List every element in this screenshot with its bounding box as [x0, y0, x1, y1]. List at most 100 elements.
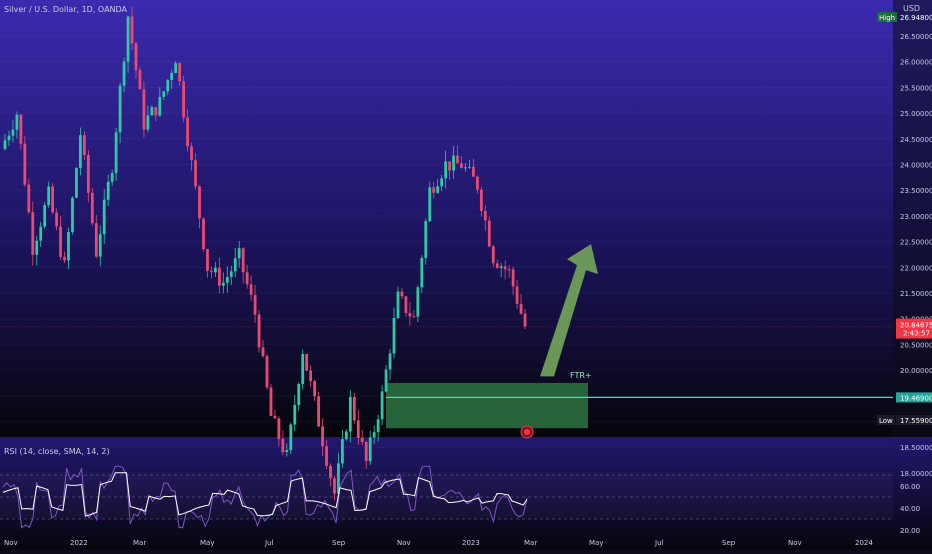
candle-body — [194, 160, 197, 187]
candle-body — [281, 438, 285, 453]
candle-body — [368, 437, 372, 462]
projection-arrow-shape — [540, 244, 598, 377]
candle-body — [130, 16, 134, 44]
time-tick-label: Jul — [264, 539, 274, 547]
candle-body — [396, 291, 400, 318]
chart-title: Silver / U.S. Dollar, 1D, OANDA — [4, 5, 128, 14]
time-tick-label: Mar — [133, 539, 146, 547]
candle-body — [376, 419, 380, 433]
candle-body — [178, 63, 182, 82]
candle-body — [102, 199, 106, 235]
candle-body — [174, 63, 178, 73]
demand-zone-box — [386, 382, 588, 429]
countdown-value: 2:43:57 — [903, 330, 930, 338]
candle-body — [337, 463, 340, 494]
candle-body — [293, 405, 297, 425]
candle-body — [166, 79, 170, 92]
time-tick-label: Nov — [4, 539, 18, 547]
candle-body — [408, 313, 412, 317]
candle-body — [428, 187, 432, 222]
candle-body — [229, 271, 233, 278]
candle-body — [134, 43, 138, 70]
candle-body — [412, 316, 416, 318]
candle-body — [420, 257, 424, 288]
time-tick-label: May — [589, 539, 603, 547]
price-tick-label: 20.50000 — [900, 341, 932, 349]
candle-body — [19, 114, 23, 144]
price-tick-label: 25.00000 — [900, 110, 932, 118]
candle-body — [416, 287, 420, 317]
demand-zone: FTR+ — [386, 371, 893, 429]
low-label: Low — [879, 417, 893, 425]
rsi-tick-label: 60.00 — [900, 483, 920, 491]
candle-body — [94, 223, 98, 257]
candle-body — [491, 246, 495, 264]
candle-body — [424, 221, 428, 258]
candle-body — [190, 146, 193, 161]
candle-body — [475, 176, 479, 190]
candle-body — [341, 439, 344, 464]
candle-body — [444, 161, 448, 179]
candle-body — [305, 354, 309, 371]
candle-body — [138, 69, 142, 90]
low-value: 17.55900 — [900, 417, 932, 425]
price-axis-panel — [893, 0, 932, 437]
candle-body — [507, 269, 511, 271]
axes: 26.50000 26.00000 25.50000 25.00000 24.50000… — [4, 0, 932, 547]
price-tick-label: 18.00000 — [900, 470, 932, 478]
candle-body — [364, 441, 368, 462]
candle-body — [253, 294, 257, 315]
high-value: 26.94800 — [900, 14, 932, 22]
candle-body — [317, 396, 320, 427]
candle-body — [348, 396, 352, 432]
candle-body — [448, 161, 451, 171]
zone-price-tag — [896, 392, 932, 403]
currency-label: USD — [903, 4, 921, 13]
candle-body — [86, 155, 90, 193]
candle-body — [372, 432, 376, 438]
candle-body — [404, 296, 408, 314]
candle-body — [71, 197, 74, 233]
time-tick-label: Sep — [332, 539, 346, 547]
rsi-tick-label: 40.00 — [900, 505, 920, 513]
candle-body — [333, 478, 336, 494]
price-pane-background — [0, 0, 932, 437]
candle-body — [98, 234, 102, 257]
candle-body — [257, 314, 261, 348]
price-tick-label: 26.00000 — [900, 59, 932, 67]
price-tick-label: 24.50000 — [900, 136, 932, 144]
candle-body — [67, 232, 70, 261]
candle-body — [110, 173, 114, 182]
candle-body — [277, 418, 281, 439]
candle-body — [356, 420, 360, 438]
high-badge — [877, 12, 897, 22]
candle-body — [7, 135, 11, 141]
candle-body — [206, 249, 209, 271]
candle-body — [495, 263, 499, 268]
candle-body — [436, 186, 440, 193]
candle-body — [360, 437, 364, 442]
candle-body — [31, 212, 35, 255]
time-tick-label: Sep — [722, 539, 736, 547]
low-badge — [877, 415, 895, 425]
time-tick-label: 2023 — [462, 539, 480, 547]
candle-body — [265, 356, 269, 388]
candle-body — [11, 129, 15, 136]
time-tick-label: May — [200, 539, 214, 547]
rsi-pane-background — [0, 437, 932, 550]
candle-body — [289, 424, 293, 451]
candle-body — [162, 91, 166, 97]
candle-body — [309, 370, 313, 382]
candle-body — [35, 240, 39, 255]
candle-body — [297, 383, 301, 406]
candle-body — [221, 282, 225, 286]
candle-body — [464, 167, 467, 169]
candle-body — [301, 354, 305, 384]
candle-body — [273, 415, 277, 419]
candle-body — [483, 211, 487, 221]
time-tick-label: Nov — [397, 539, 411, 547]
rsi-line — [2, 465, 528, 529]
current-price-tag — [896, 318, 932, 339]
